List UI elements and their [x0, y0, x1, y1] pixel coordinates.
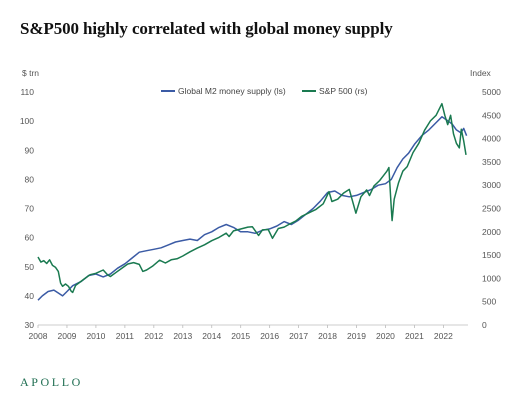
right-tick-label: 1000 — [482, 273, 501, 283]
left-axis: 30 40 50 60 70 80 90 100 110 — [20, 87, 34, 330]
series-layer — [37, 102, 468, 301]
right-axis-unit-label: Index — [470, 68, 492, 78]
x-tick-label: 2009 — [57, 331, 76, 341]
x-axis: 2008 2009 2010 2011 2012 2013 2014 2015 2016 2017… — [29, 325, 453, 341]
left-tick-label: 70 — [25, 204, 35, 214]
x-tick-label: 2017 — [289, 331, 308, 341]
right-tick-label: 2500 — [482, 204, 501, 214]
right-tick-label: 4000 — [482, 134, 501, 144]
x-tick-label: 2015 — [231, 331, 250, 341]
x-tick-label: 2022 — [434, 331, 453, 341]
left-tick-label: 80 — [25, 174, 35, 184]
x-tick-label: 2016 — [260, 331, 279, 341]
x-tick-label: 2011 — [116, 331, 135, 341]
legend-label-m2: Global M2 money supply (ls) — [178, 86, 286, 96]
left-tick-label: 90 — [25, 145, 35, 155]
legend-label-sp500: S&P 500 (rs) — [319, 86, 368, 96]
right-tick-label: 2000 — [482, 227, 501, 237]
right-tick-label: 3500 — [482, 157, 501, 167]
x-tick-label: 2014 — [202, 331, 221, 341]
left-tick-label: 110 — [20, 87, 34, 97]
legend: Global M2 money supply (ls) S&P 500 (rs) — [161, 86, 368, 96]
x-tick-label: 2008 — [29, 331, 48, 341]
x-tick-label: 2013 — [173, 331, 192, 341]
series-line-m2 — [37, 116, 468, 301]
x-tick-label: 2018 — [318, 331, 337, 341]
right-tick-label: 3000 — [482, 180, 501, 190]
left-tick-label: 100 — [20, 116, 34, 126]
left-axis-unit-label: $ trn — [22, 68, 39, 78]
left-tick-label: 60 — [25, 233, 35, 243]
x-tick-label: 2020 — [376, 331, 395, 341]
right-tick-label: 4500 — [482, 110, 501, 120]
x-tick-label: 2010 — [86, 331, 105, 341]
right-tick-label: 5000 — [482, 87, 501, 97]
brand-logo: APOLLO — [20, 375, 83, 389]
left-tick-label: 50 — [25, 262, 35, 272]
right-tick-label: 500 — [482, 297, 496, 307]
right-tick-label: 1500 — [482, 250, 501, 260]
chart-title: S&P500 highly correlated with global mon… — [20, 19, 393, 38]
right-tick-label: 0 — [482, 320, 487, 330]
left-tick-label: 40 — [25, 291, 35, 301]
left-tick-label: 30 — [25, 320, 35, 330]
x-tick-label: 2021 — [405, 331, 424, 341]
right-axis: 0 500 1000 1500 2000 2500 3000 3500 4000 4500 5000 — [482, 87, 501, 330]
x-tick-label: 2012 — [144, 331, 163, 341]
series-line-sp500 — [37, 102, 467, 294]
x-tick-label: 2019 — [347, 331, 366, 341]
